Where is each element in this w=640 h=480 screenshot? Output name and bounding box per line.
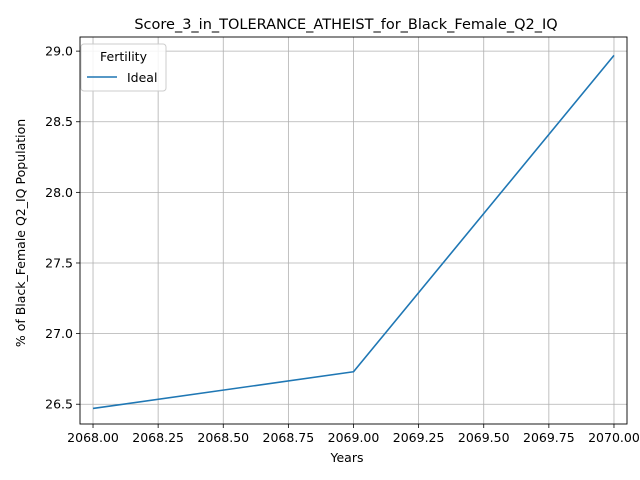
x-tick-label: 2068.00: [67, 430, 119, 445]
x-tick-label: 2069.00: [328, 430, 380, 445]
x-tick-label: 2069.50: [458, 430, 510, 445]
y-tick-label: 26.5: [45, 397, 73, 412]
axis-ticks: 2068.00 2068.25 2068.50 2068.75 2069.00 2069.…: [45, 44, 640, 445]
y-tick-label: 27.5: [45, 255, 73, 270]
legend-title: Fertility: [100, 49, 148, 64]
y-tick-label: 28.5: [45, 114, 73, 129]
legend: Fertility Ideal: [80, 43, 167, 92]
plot-frame: [79, 36, 628, 425]
y-tick-label: 27.0: [45, 326, 73, 341]
x-axis-label: Years: [330, 450, 364, 465]
x-tick-label: 2070.00: [588, 430, 640, 445]
legend-box: [80, 43, 167, 92]
legend-label-ideal: Ideal: [127, 70, 157, 85]
x-tick-label: 2069.75: [523, 430, 575, 445]
x-tick-label: 2068.75: [263, 430, 315, 445]
series-lines: [92, 54, 615, 410]
x-tick-label: 2069.25: [393, 430, 445, 445]
x-tick-label: 2068.50: [197, 430, 249, 445]
grid-lines: [80, 37, 627, 424]
y-tick-label: 29.0: [45, 44, 73, 59]
series-line-ideal: [92, 54, 615, 410]
chart-title: Score_3_in_TOLERANCE_ATHEIST_for_Black_F…: [134, 17, 557, 33]
x-tick-label: 2068.25: [132, 430, 184, 445]
y-axis-label: % of Black_Female Q2_IQ Population: [13, 119, 28, 347]
y-tick-label: 28.0: [45, 185, 73, 200]
